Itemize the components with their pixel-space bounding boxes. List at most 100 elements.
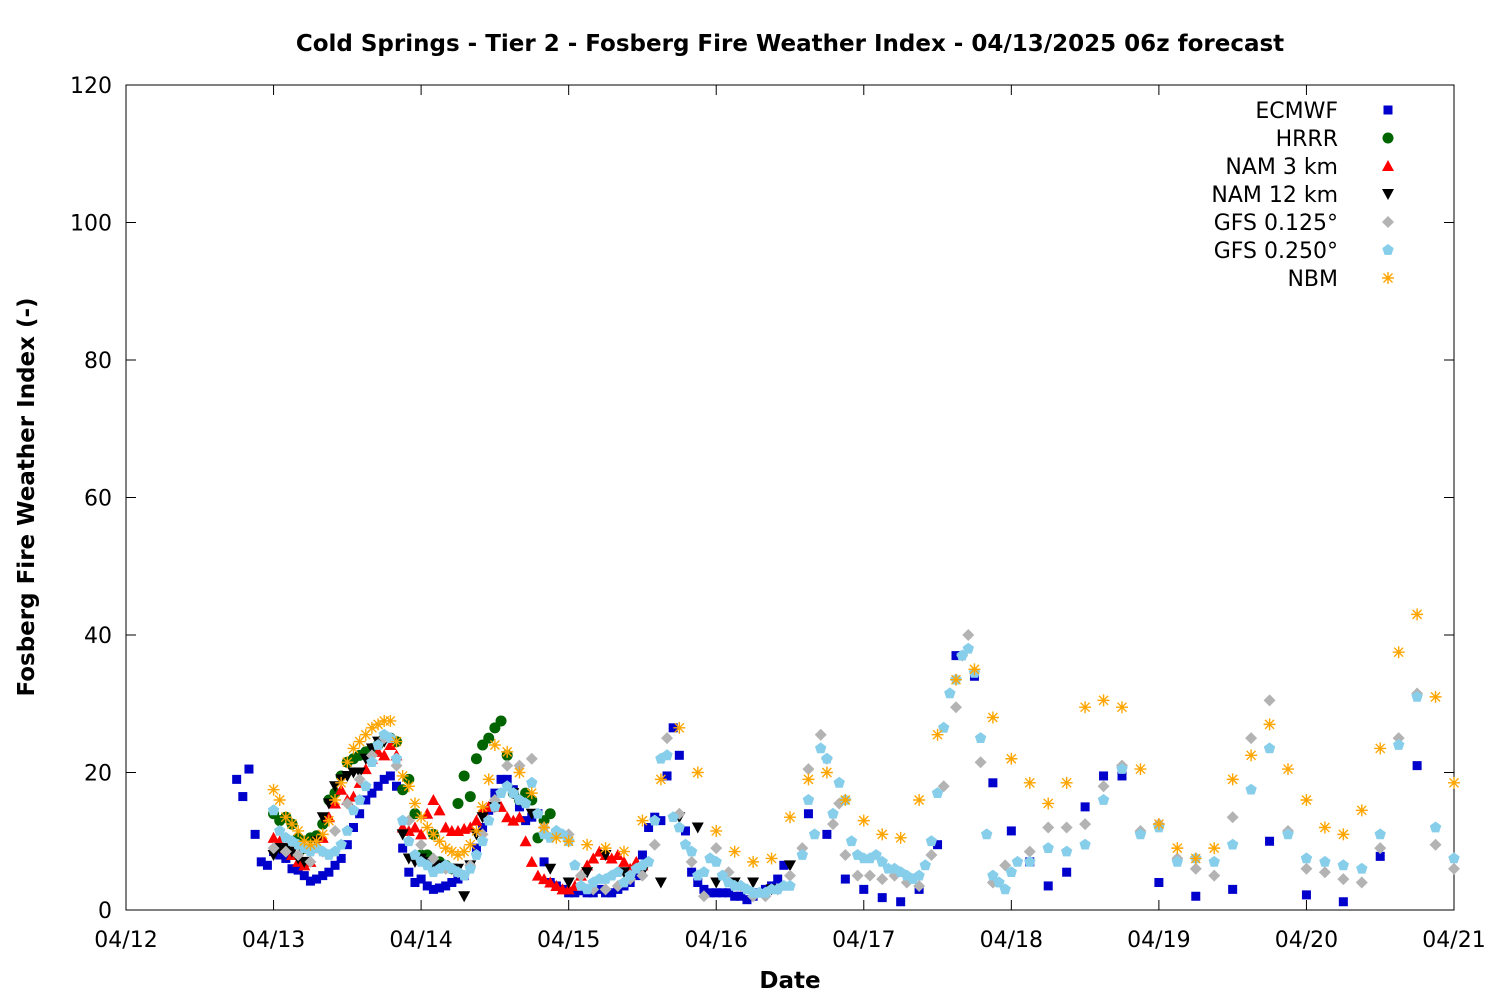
data-point	[599, 842, 612, 855]
data-point	[1412, 761, 1422, 771]
data-point	[1024, 855, 1036, 867]
data-point	[318, 871, 328, 881]
data-point	[1300, 852, 1313, 864]
data-point	[820, 766, 833, 779]
x-tick-label: 04/17	[832, 928, 895, 953]
data-point	[519, 797, 532, 809]
data-point	[433, 835, 446, 848]
data-point	[507, 787, 519, 798]
data-point	[687, 867, 697, 877]
data-point	[1337, 828, 1350, 841]
data-point	[711, 888, 721, 898]
data-point	[1097, 694, 1110, 707]
data-point	[490, 788, 500, 798]
data-point	[691, 822, 704, 834]
data-point	[913, 794, 926, 806]
data-point	[1208, 842, 1221, 855]
data-point	[833, 776, 845, 788]
data-point	[1226, 811, 1239, 824]
data-point	[1374, 828, 1386, 840]
data-point	[736, 891, 746, 901]
data-point	[773, 874, 783, 884]
data-point	[1005, 752, 1018, 765]
data-point	[1208, 869, 1221, 882]
data-point	[298, 835, 311, 848]
data-point	[815, 742, 827, 754]
data-point	[968, 663, 981, 676]
data-points	[232, 608, 1460, 907]
data-point	[594, 884, 604, 894]
data-point	[1061, 845, 1073, 857]
data-point	[238, 792, 248, 802]
y-tick-label: 20	[84, 762, 112, 787]
data-point	[476, 812, 489, 824]
data-point	[1375, 851, 1385, 861]
data-point	[802, 763, 815, 776]
data-point	[378, 749, 391, 761]
data-point	[525, 752, 538, 765]
data-point	[1043, 881, 1053, 891]
data-point	[562, 883, 575, 895]
data-point	[267, 831, 280, 843]
series-nbm	[267, 608, 1460, 868]
data-point	[870, 849, 882, 860]
legend-label: HRRR	[1276, 127, 1338, 152]
data-point	[1355, 876, 1368, 889]
data-point	[525, 855, 538, 867]
data-point	[384, 739, 397, 750]
data-point	[310, 835, 323, 848]
data-point	[489, 800, 501, 812]
legend-label: NAM 12 km	[1211, 183, 1338, 208]
data-point	[267, 783, 280, 796]
data-point	[1263, 694, 1276, 707]
data-point	[1448, 862, 1460, 875]
data-point	[765, 852, 778, 865]
legend-label: GFS 0.125°	[1214, 211, 1338, 236]
x-tick-label: 04/13	[242, 928, 305, 953]
data-point	[877, 893, 887, 903]
data-point	[464, 791, 476, 803]
data-point	[710, 824, 723, 837]
data-point	[279, 811, 292, 824]
legend-label: NAM 3 km	[1225, 155, 1338, 180]
data-point	[876, 873, 889, 886]
legend-marker	[1382, 132, 1394, 144]
data-point	[544, 808, 556, 820]
y-tick-label: 80	[84, 349, 112, 374]
data-point	[464, 862, 476, 874]
data-point	[1079, 838, 1091, 850]
legend-label: NBM	[1287, 267, 1338, 292]
data-point	[648, 838, 661, 851]
data-point	[384, 732, 397, 743]
data-point	[496, 774, 506, 784]
data-point	[335, 838, 347, 850]
data-point	[950, 673, 962, 686]
data-point	[513, 766, 526, 779]
data-point	[275, 850, 285, 860]
data-point	[1411, 608, 1424, 621]
data-point	[361, 795, 371, 805]
data-point	[550, 879, 563, 891]
data-point	[607, 888, 617, 898]
data-point	[599, 850, 612, 861]
data-point	[1228, 884, 1238, 894]
data-point	[999, 883, 1011, 895]
data-point	[415, 838, 428, 851]
data-point	[396, 769, 409, 782]
x-tick-label: 04/20	[1275, 928, 1338, 953]
data-point	[1154, 878, 1164, 887]
data-point	[661, 749, 673, 761]
data-point	[859, 884, 869, 894]
data-point	[267, 804, 280, 816]
data-point	[452, 797, 464, 809]
data-point	[476, 800, 489, 813]
legend: ECMWF HRRR NAM 3 km NAM 12 km GFS 0.125° GFS …	[1211, 99, 1394, 292]
data-point	[372, 739, 384, 750]
data-point	[931, 787, 944, 798]
data-point	[316, 828, 329, 841]
data-point	[544, 876, 557, 888]
y-axis-label: Fosberg Fire Weather Index (-)	[14, 297, 40, 696]
data-point	[273, 794, 286, 806]
legend-marker	[1382, 244, 1394, 255]
data-point	[421, 807, 434, 819]
